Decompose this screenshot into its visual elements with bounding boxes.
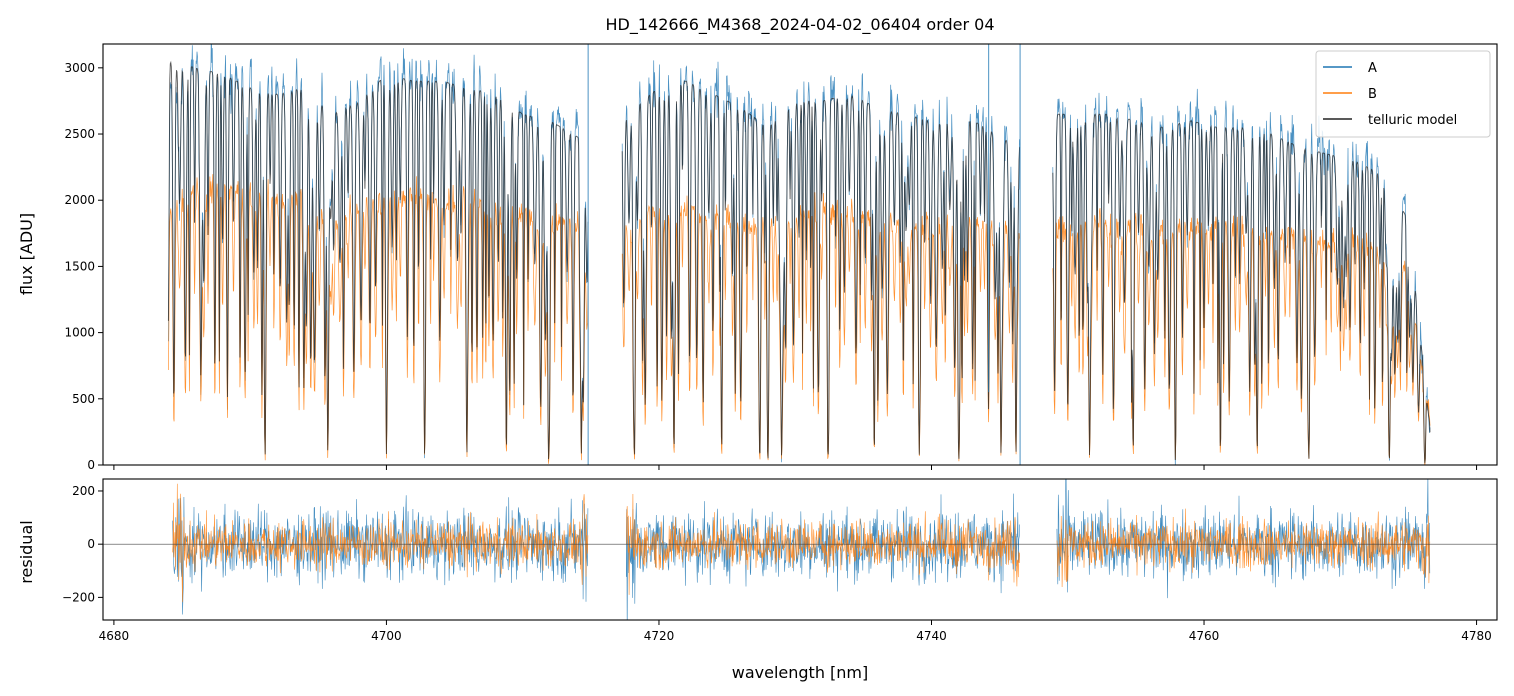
flux-ytick-label: 500 — [72, 392, 95, 406]
xtick-label: 4780 — [1461, 629, 1492, 643]
residual-ytick-label: −200 — [62, 590, 95, 604]
residual-ylabel: residual — [17, 520, 36, 583]
xlabel: wavelength [nm] — [732, 663, 869, 682]
flux-ytick-label: 2500 — [64, 127, 95, 141]
legend-label-b: B — [1368, 87, 1377, 102]
residual-ytick-label: 0 — [87, 537, 95, 551]
residual-b-segment-1 — [172, 483, 589, 603]
flux-panel: 0 500 1000 1500 2000 2500 3000 flux [ADU] ABte… — [17, 43, 1498, 472]
flux-ytick-label: 3000 — [64, 61, 95, 75]
series-b-segment-1 — [168, 174, 589, 464]
flux-ytick-label: 0 — [87, 458, 95, 472]
flux-ylabel: flux [ADU] — [17, 213, 36, 295]
legend-label-telluric-model: telluric model — [1368, 113, 1457, 128]
residual-a-segment-1 — [172, 495, 589, 615]
chart-title: HD_142666_M4368_2024-04-02_06404 order 0… — [605, 15, 994, 35]
series-telluric-model-segment-3 — [1052, 113, 1431, 464]
series-b-segment-3 — [1052, 207, 1431, 465]
xtick-label: 4680 — [99, 629, 130, 643]
series-telluric-model-segment-1 — [167, 60, 589, 460]
xtick-label: 4700 — [371, 629, 402, 643]
series-telluric-model-segment-2 — [621, 80, 1021, 459]
xtick-label: 4720 — [644, 629, 675, 643]
residual-ytick-label: 200 — [72, 484, 95, 498]
residual-axes-frame — [102, 478, 1498, 621]
flux-ytick-label: 1500 — [64, 259, 95, 273]
flux-axes-frame — [102, 43, 1498, 466]
legend-label-a: A — [1368, 61, 1377, 76]
xtick-label: 4760 — [1189, 629, 1220, 643]
residual-b-segment-2 — [626, 493, 1020, 595]
residual-b-segment-3 — [1056, 508, 1431, 588]
flux-ytick-label: 1000 — [64, 326, 95, 340]
xtick-label: 4740 — [916, 629, 947, 643]
residual-panel: −200 0 200 4680 4700 4720 4740 4760 4780 residu… — [17, 478, 1498, 682]
flux-ytick-label: 2000 — [64, 193, 95, 207]
